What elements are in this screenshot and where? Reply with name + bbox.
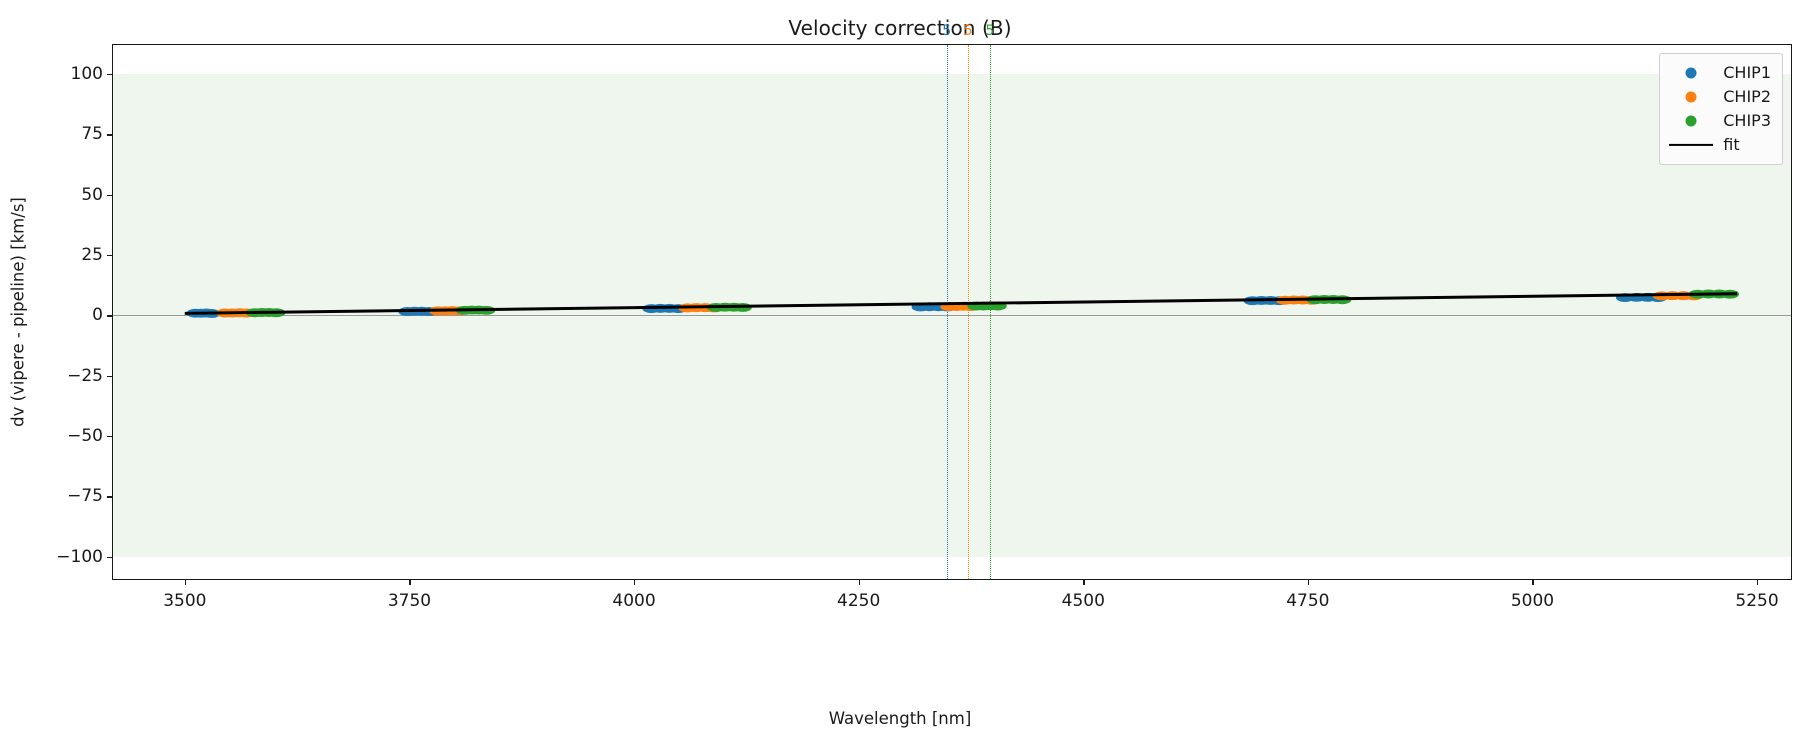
x-tick-mark <box>1083 579 1085 585</box>
x-tick-mark <box>184 579 187 585</box>
legend-marker <box>1685 67 1697 79</box>
y-axis-label: dv (vipere - pipeline) [km/s] <box>8 197 28 427</box>
vertical-marker-line <box>946 45 948 579</box>
legend-dot-icon <box>1669 88 1713 106</box>
x-tick-mark <box>858 579 860 585</box>
y-tick-mark <box>107 134 113 136</box>
x-tick-label: 4250 <box>837 591 881 611</box>
y-tick-mark <box>107 73 113 76</box>
x-tick-mark <box>634 579 636 585</box>
x-tick-label: 5250 <box>1735 591 1779 611</box>
legend-label: CHIP1 <box>1723 63 1771 82</box>
y-tick-label: 100 <box>70 63 103 84</box>
y-tick-mark <box>107 315 113 317</box>
fit-line <box>184 292 1738 315</box>
x-tick-mark <box>409 579 411 585</box>
axes-clip-region <box>113 45 1791 579</box>
legend-marker <box>1685 115 1697 127</box>
legend-box[interactable]: CHIP1 CHIP2 CHIP3 fit <box>1659 53 1783 165</box>
x-tick-mark <box>1307 579 1310 585</box>
vertical-marker-label: 5 <box>942 23 952 39</box>
legend-item-chip3[interactable]: CHIP3 <box>1669 109 1771 133</box>
legend-item-chip2[interactable]: CHIP2 <box>1669 85 1771 109</box>
legend-marker <box>1685 91 1697 103</box>
x-tick-label: 4000 <box>612 591 656 611</box>
x-tick-label: 4750 <box>1286 591 1330 611</box>
vertical-marker-label: 5 <box>985 23 995 39</box>
data-point-layer <box>184 289 1739 318</box>
legend-dot-icon <box>1669 64 1713 82</box>
vertical-marker-label: 5 <box>963 23 973 39</box>
y-tick-label: −25 <box>67 365 103 386</box>
y-tick-label: −100 <box>56 546 103 567</box>
legend-label: fit <box>1723 135 1740 154</box>
legend-item-fit[interactable]: fit <box>1669 133 1771 157</box>
x-tick-label: 5000 <box>1510 591 1555 611</box>
legend-line-icon <box>1669 136 1714 154</box>
x-axis-label: Wavelength [nm] <box>828 709 972 728</box>
legend-item-chip1[interactable]: CHIP1 <box>1669 61 1771 85</box>
y-tick-label: −50 <box>67 426 103 447</box>
legend-dot-icon <box>1669 112 1713 130</box>
y-tick-mark <box>107 194 113 196</box>
y-tick-label: 50 <box>81 184 103 205</box>
y-tick-label: 25 <box>81 245 103 266</box>
vertical-marker-line <box>989 45 991 579</box>
y-tick-label: 75 <box>81 124 103 145</box>
x-tick-label: 3500 <box>163 591 207 611</box>
legend-marker <box>1669 143 1714 147</box>
plot-axes[interactable]: 100 75 50 25 0 −25 −50 −75 −100 3500 3750 4000 4250… <box>56 23 1792 611</box>
y-tick-label: −75 <box>67 486 103 507</box>
x-tick-label: 3750 <box>387 591 432 611</box>
y-tick-mark <box>107 375 113 378</box>
legend-label: CHIP3 <box>1723 111 1771 130</box>
vertical-marker-line <box>968 45 970 579</box>
y-tick-mark <box>107 436 113 438</box>
legend-label: CHIP2 <box>1723 87 1771 106</box>
x-tick-mark <box>1757 579 1759 585</box>
y-tick-mark <box>107 255 113 257</box>
x-tick-mark <box>1532 579 1534 585</box>
y-tick-label: 0 <box>92 305 103 326</box>
plot-title: Velocity correction (B) <box>788 16 1012 40</box>
x-tick-label: 4500 <box>1061 591 1105 611</box>
zero-reference-line <box>113 315 1791 317</box>
y-tick-mark <box>107 496 113 498</box>
y-tick-mark <box>107 556 113 559</box>
